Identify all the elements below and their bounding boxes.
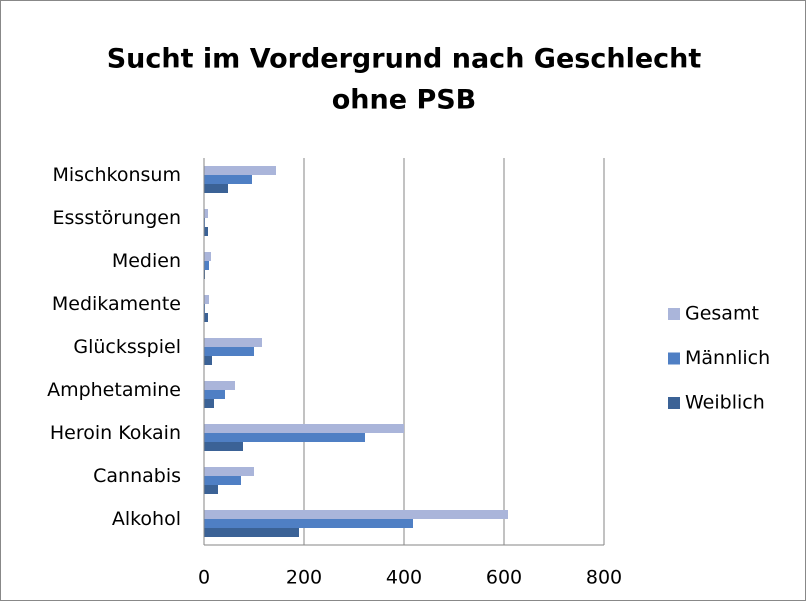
x-tick-label: 400 <box>386 567 422 589</box>
bar <box>204 227 208 236</box>
bar <box>204 485 218 494</box>
bar <box>204 510 508 519</box>
bar <box>204 209 208 218</box>
bar <box>204 261 209 270</box>
x-tick-label: 0 <box>198 567 210 589</box>
bar <box>204 356 212 365</box>
x-tick-label: 200 <box>286 567 322 589</box>
chart-title: Sucht im Vordergrund nach Geschlecht <box>107 44 702 75</box>
legend-swatch <box>668 308 680 320</box>
bar <box>204 519 413 528</box>
y-tick-label: Mischkonsum <box>52 164 181 186</box>
legend-label: Weiblich <box>685 392 765 414</box>
bar <box>204 381 235 390</box>
bar <box>204 175 252 184</box>
y-tick-label: Heroin Kokain <box>50 422 181 444</box>
bar <box>204 476 241 485</box>
bar <box>204 467 254 476</box>
chart-title: ohne PSB <box>332 85 477 116</box>
y-tick-label: Glücksspiel <box>73 336 181 358</box>
legend-label: Gesamt <box>685 303 759 325</box>
y-tick-label: Medien <box>112 250 181 272</box>
bar <box>204 338 262 347</box>
bar <box>204 433 365 442</box>
bar <box>204 295 209 304</box>
y-tick-label: Essstörungen <box>53 207 181 229</box>
bar <box>204 442 243 451</box>
y-tick-label: Amphetamine <box>47 379 181 401</box>
bar <box>204 347 254 356</box>
bar <box>204 313 208 322</box>
bar <box>204 528 299 537</box>
y-tick-label: Cannabis <box>93 465 181 487</box>
bar <box>204 166 276 175</box>
bar <box>204 399 214 408</box>
bar <box>204 424 404 433</box>
legend-label: Männlich <box>685 347 770 369</box>
x-tick-label: 800 <box>586 567 622 589</box>
x-tick-label: 600 <box>486 567 522 589</box>
legend-swatch <box>668 397 680 409</box>
bar <box>204 252 211 261</box>
y-tick-label: Medikamente <box>52 293 181 315</box>
y-tick-label: Alkohol <box>112 508 181 530</box>
bar <box>204 184 228 193</box>
bar <box>204 390 225 399</box>
legend-swatch <box>668 352 680 365</box>
